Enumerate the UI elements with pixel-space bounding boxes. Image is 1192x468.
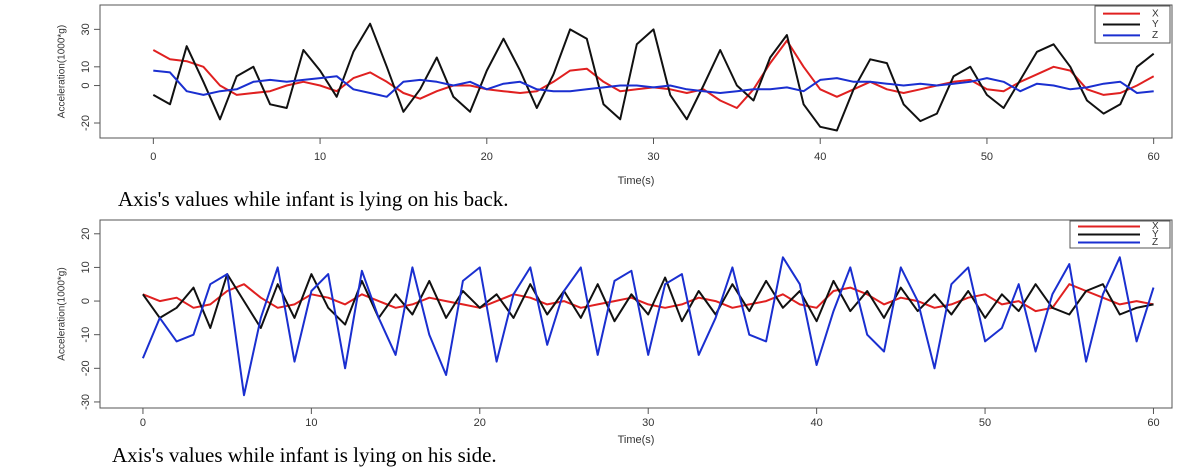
x-tick-label: 30 xyxy=(647,151,659,163)
x-tick-label: 60 xyxy=(1147,417,1159,429)
x-tick-label: 0 xyxy=(150,151,156,163)
y-tick-label: 10 xyxy=(80,261,92,273)
legend-label: X xyxy=(1152,8,1159,19)
plot-frame xyxy=(99,219,1173,409)
data-line xyxy=(142,283,1154,313)
x-tick-label: 40 xyxy=(811,417,823,429)
x-tick-label: 50 xyxy=(981,151,993,163)
y-tick-label: 0 xyxy=(80,82,92,88)
plot-frame xyxy=(99,4,1173,139)
legend-label: Z xyxy=(1152,30,1158,41)
x-tick-label: 20 xyxy=(481,151,493,163)
legend-label: X xyxy=(1152,221,1159,232)
y-axis-label: Acceleration(1000*g) xyxy=(57,267,68,360)
y-tick-label: 20 xyxy=(80,228,92,240)
x-axis-label: Time(s) xyxy=(618,434,655,446)
x-tick-label: 30 xyxy=(642,417,654,429)
x-tick-label: 40 xyxy=(814,151,826,163)
x-tick-label: 20 xyxy=(474,417,486,429)
y-tick-label: 10 xyxy=(80,61,92,73)
x-tick-label: 10 xyxy=(305,417,317,429)
x-tick-label: 60 xyxy=(1148,151,1160,163)
y-tick-label: 30 xyxy=(80,23,92,35)
y-tick-label: -10 xyxy=(80,327,92,343)
x-tick-label: 0 xyxy=(140,417,146,429)
caption: Axis's values while infant is lying on h… xyxy=(118,187,509,211)
y-tick-label: -30 xyxy=(80,394,92,410)
data-line xyxy=(141,256,1155,397)
data-line xyxy=(153,69,1154,98)
legend-label: Y xyxy=(1152,19,1159,30)
y-axis-label: Acceleration(1000*g) xyxy=(57,25,68,118)
data-line xyxy=(142,273,1154,329)
data-line xyxy=(152,22,1155,132)
y-tick-label: -20 xyxy=(80,115,92,131)
y-tick-label: 0 xyxy=(80,298,92,304)
y-tick-label: -20 xyxy=(80,360,92,376)
x-tick-label: 10 xyxy=(314,151,326,163)
legend-label: Y xyxy=(1152,229,1159,240)
caption: Axis's values while infant is lying on h… xyxy=(112,443,497,467)
x-tick-label: 50 xyxy=(979,417,991,429)
legend-label: Z xyxy=(1152,237,1158,248)
x-axis-label: Time(s) xyxy=(618,175,655,187)
